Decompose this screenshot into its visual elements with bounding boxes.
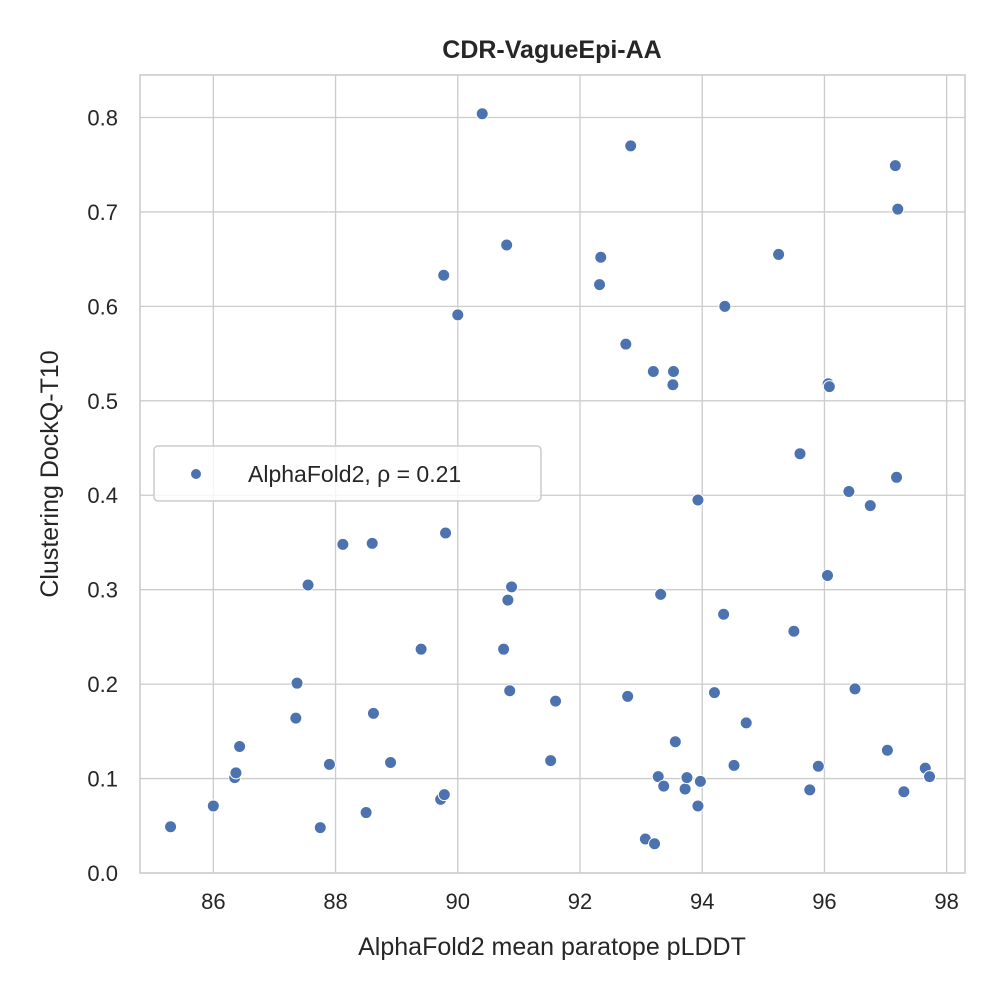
scatter-point bbox=[668, 735, 682, 749]
scatter-point bbox=[863, 499, 877, 513]
scatter-point bbox=[880, 743, 894, 757]
scatter-point bbox=[384, 756, 398, 770]
x-tick-label: 96 bbox=[812, 889, 836, 914]
scatter-point bbox=[648, 837, 662, 851]
scatter-point bbox=[594, 250, 608, 264]
scatter-point bbox=[439, 526, 453, 540]
scatter-point bbox=[549, 694, 563, 708]
scatter-point bbox=[621, 689, 635, 703]
scatter-point bbox=[593, 278, 607, 292]
scatter-point bbox=[693, 774, 707, 788]
scatter-point bbox=[667, 365, 680, 379]
y-tick-label: 0.3 bbox=[87, 578, 118, 603]
scatter-point bbox=[891, 202, 905, 216]
scatter-point bbox=[437, 788, 451, 802]
legend-box bbox=[153, 445, 542, 502]
legend-label: AlphaFold2, ρ = 0.21 bbox=[248, 461, 461, 487]
scatter-points bbox=[164, 107, 937, 851]
scatter-point bbox=[666, 378, 680, 392]
scatter-point bbox=[678, 782, 692, 796]
scatter-point bbox=[691, 799, 705, 813]
scatter-point bbox=[654, 587, 668, 601]
x-tick-label: 98 bbox=[934, 889, 958, 914]
plot-frame bbox=[139, 74, 966, 874]
scatter-point bbox=[366, 706, 380, 720]
scatter-point bbox=[414, 642, 428, 656]
scatter-point bbox=[821, 569, 834, 583]
scatter-point bbox=[500, 238, 514, 252]
scatter-point bbox=[206, 799, 220, 813]
scatter-point bbox=[646, 365, 660, 379]
scatter-point bbox=[842, 484, 856, 498]
scatter-point bbox=[451, 308, 465, 322]
y-tick-label: 0.0 bbox=[87, 861, 118, 886]
scatter-point bbox=[313, 821, 327, 835]
scatter-point bbox=[497, 642, 511, 656]
y-tick-label: 0.8 bbox=[87, 105, 118, 130]
legend-marker bbox=[190, 468, 202, 480]
scatter-point bbox=[503, 684, 517, 698]
scatter-point bbox=[359, 806, 373, 820]
y-tick-label: 0.4 bbox=[87, 483, 118, 508]
scatter-point bbox=[680, 771, 694, 785]
scatter-point bbox=[233, 739, 247, 753]
y-tick-label: 0.5 bbox=[87, 389, 118, 414]
scatter-point bbox=[811, 759, 825, 773]
scatter-point bbox=[505, 580, 519, 594]
scatter-point bbox=[336, 537, 350, 551]
scatter-point bbox=[787, 624, 801, 638]
scatter-point bbox=[888, 159, 902, 173]
scatter-point bbox=[289, 711, 303, 725]
scatter-point bbox=[290, 676, 304, 690]
scatter-point bbox=[897, 785, 911, 799]
scatter-point bbox=[437, 268, 451, 282]
scatter-point bbox=[772, 247, 786, 261]
x-tick-labels: 86 88 90 92 94 96 98 bbox=[201, 889, 959, 914]
scatter-point bbox=[803, 783, 817, 797]
scatter-point bbox=[624, 139, 638, 153]
scatter-point bbox=[475, 107, 489, 121]
y-tick-label: 0.6 bbox=[87, 294, 118, 319]
scatter-point bbox=[717, 607, 731, 621]
x-tick-label: 92 bbox=[568, 889, 592, 914]
scatter-point bbox=[619, 337, 633, 351]
scatter-point bbox=[727, 758, 741, 772]
x-tick-label: 94 bbox=[690, 889, 714, 914]
y-tick-labels: 0.0 0.1 0.2 0.3 0.4 0.5 0.6 0.7 0.8 bbox=[87, 105, 118, 886]
y-tick-label: 0.1 bbox=[87, 767, 118, 792]
scatter-point bbox=[923, 770, 937, 784]
chart-title: CDR-VagueEpi-AA bbox=[442, 36, 661, 64]
scatter-point bbox=[164, 820, 178, 834]
scatter-point bbox=[718, 299, 732, 313]
x-axis-label: AlphaFold2 mean paratope pLDDT bbox=[358, 933, 746, 961]
scatter-point bbox=[822, 380, 836, 394]
scatter-point bbox=[691, 493, 705, 507]
x-tick-label: 90 bbox=[446, 889, 470, 914]
scatter-point bbox=[707, 686, 721, 700]
scatter-point bbox=[739, 716, 753, 730]
scatter-point bbox=[229, 766, 243, 780]
legend: AlphaFold2, ρ = 0.21 bbox=[153, 445, 542, 502]
scatter-point bbox=[301, 578, 315, 592]
y-tick-label: 0.2 bbox=[87, 672, 118, 697]
y-axis-label: Clustering DockQ-T10 bbox=[36, 350, 64, 597]
x-tick-label: 86 bbox=[201, 889, 225, 914]
scatter-point bbox=[890, 470, 904, 484]
scatter-point bbox=[848, 682, 862, 696]
x-tick-label: 88 bbox=[323, 889, 347, 914]
scatter-point bbox=[322, 757, 336, 771]
scatter-point bbox=[365, 536, 379, 550]
scatter-point bbox=[657, 779, 671, 793]
scatter-point bbox=[544, 754, 558, 768]
scatter-point bbox=[501, 593, 515, 607]
scatter-point bbox=[793, 447, 807, 461]
y-tick-label: 0.7 bbox=[87, 200, 118, 225]
